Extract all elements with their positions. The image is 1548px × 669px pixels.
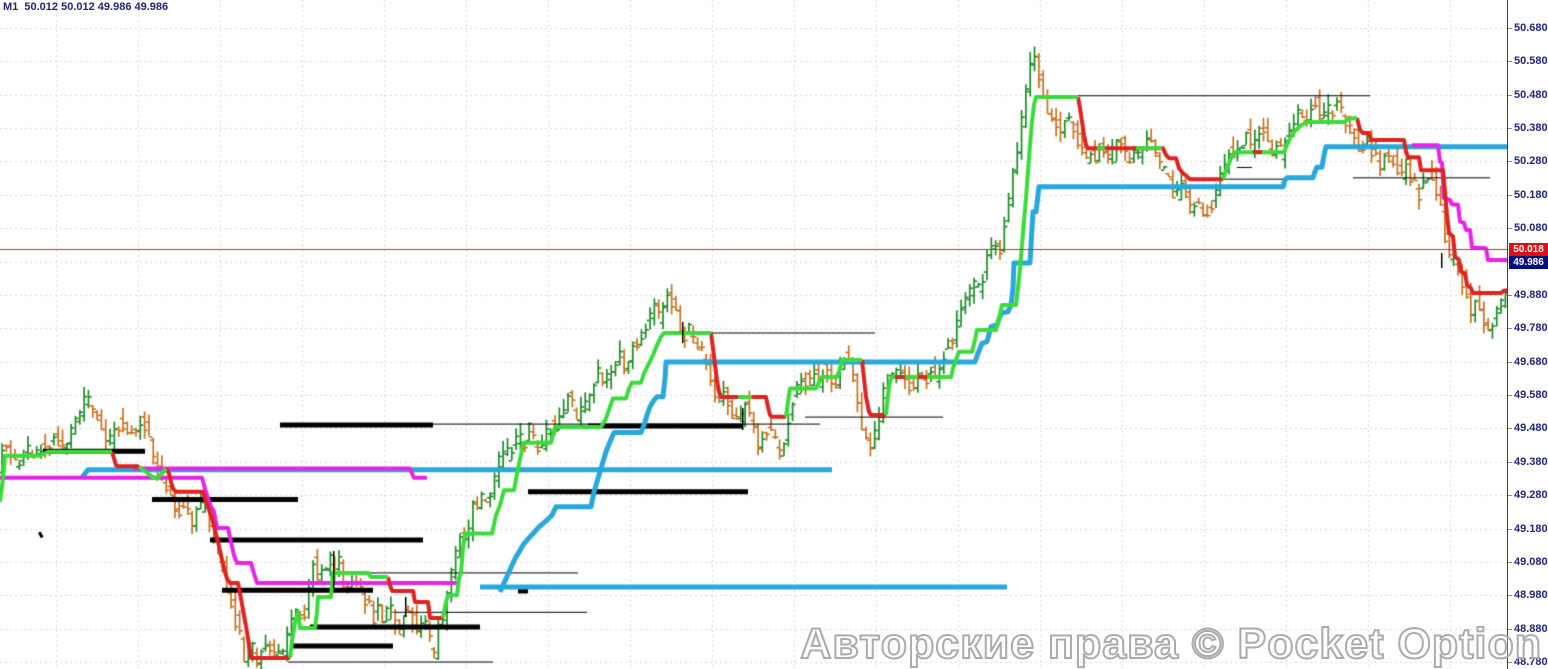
ask-price-badge: 50.018 (1509, 243, 1548, 256)
axis-tick (1508, 94, 1512, 96)
chart-title-ohlc: M1 50.012 50.012 49.986 49.986 (3, 1, 169, 13)
axis-tick (1508, 595, 1512, 597)
axis-label: 49.580 (1514, 389, 1548, 402)
bid-price-badge: 49.986 (1509, 256, 1548, 269)
axis-label: 50.380 (1514, 122, 1548, 135)
axis-tick (1508, 61, 1512, 63)
axis-label: 49.480 (1514, 422, 1548, 435)
axis-label: 50.080 (1514, 222, 1548, 235)
axis-tick (1508, 628, 1512, 630)
axis-tick (1508, 294, 1512, 296)
axis-label: 49.680 (1514, 355, 1548, 368)
broker-watermark: Авторские права © Pocket Option (799, 619, 1542, 669)
axis-label: 50.680 (1514, 22, 1548, 34)
axis-tick (1508, 228, 1512, 230)
axis-label: 50.580 (1514, 55, 1548, 68)
axis-label: 48.780 (1514, 656, 1548, 669)
axis-label: 49.180 (1514, 522, 1548, 535)
axis-tick (1508, 161, 1512, 163)
axis-label: 49.380 (1514, 455, 1548, 468)
axis-label: 49.780 (1514, 322, 1548, 335)
axis-tick (1508, 328, 1512, 330)
axis-label: 50.480 (1514, 88, 1548, 101)
price-axis[interactable]: 50.680 50.580 50.480 50.380 50.280 50.180 50.0… (1507, 0, 1548, 669)
axis-label: 50.280 (1514, 155, 1548, 168)
axis-tick (1508, 428, 1512, 430)
axis-label: 48.880 (1514, 622, 1548, 635)
axis-tick (1508, 28, 1512, 29)
axis-tick (1508, 561, 1512, 563)
axis-label: 50.180 (1514, 188, 1548, 201)
axis-tick (1508, 361, 1512, 363)
axis-label: 49.880 (1514, 288, 1548, 301)
axis-tick (1508, 528, 1512, 530)
axis-tick (1508, 461, 1512, 463)
axis-tick (1508, 662, 1512, 664)
axis-label: 48.980 (1514, 589, 1548, 602)
axis-label: 49.080 (1514, 555, 1548, 568)
axis-tick (1508, 128, 1512, 130)
chart-canvas[interactable] (0, 0, 1508, 669)
axis-tick (1508, 495, 1512, 497)
axis-label: 49.280 (1514, 489, 1548, 502)
axis-tick (1508, 194, 1512, 196)
axis-tick (1508, 395, 1512, 397)
